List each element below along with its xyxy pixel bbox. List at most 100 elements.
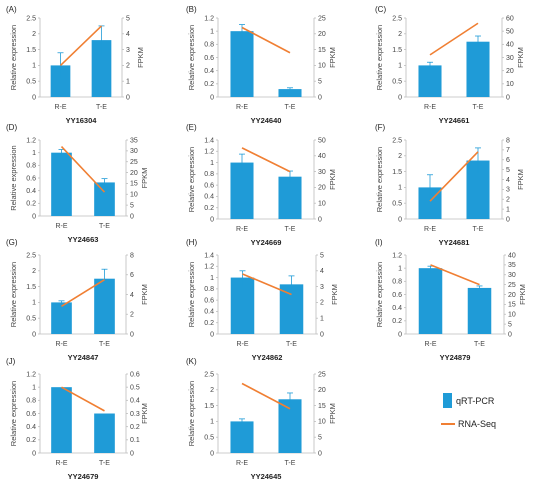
legend: qRT-PCR RNA-Seq bbox=[441, 393, 496, 429]
category-label: R-E bbox=[424, 341, 436, 348]
y2-tick-label: 30 bbox=[318, 169, 326, 176]
y-tick-label: 1.5 bbox=[26, 47, 36, 54]
y-tick-label: 0.2 bbox=[204, 320, 214, 327]
panel-yy16304: (A) 0 0.5 1 1.5 2 2.5 0 1 2 3 4 5 Relative expression… bbox=[6, 5, 145, 125]
panel-letter: (H) bbox=[186, 238, 197, 247]
y-tick-label: 0.4 bbox=[392, 305, 402, 312]
gene-name: YY24645 bbox=[251, 472, 282, 481]
bar-r-e bbox=[230, 31, 254, 98]
y-tick-label: 0 bbox=[398, 94, 402, 101]
y2-tick-label: 6 bbox=[130, 272, 134, 279]
bar-t-e bbox=[466, 41, 490, 97]
y2-tick-label: 40 bbox=[506, 42, 514, 49]
y2-tick-label: 5 bbox=[318, 435, 322, 442]
y-tick-label: 2 bbox=[32, 268, 36, 275]
category-label: T-E bbox=[286, 341, 297, 348]
category-label: T-E bbox=[285, 104, 296, 111]
y-tick-label: 0.6 bbox=[204, 182, 214, 189]
category-label: R-E bbox=[424, 226, 436, 233]
y2-tick-label: 5 bbox=[320, 252, 324, 259]
y-tick-label: 1 bbox=[32, 300, 36, 307]
panel-letter: (D) bbox=[6, 123, 17, 132]
bar-t-e bbox=[467, 287, 492, 334]
bar-t-e bbox=[466, 160, 490, 219]
y-axis-title: Relative expression bbox=[375, 262, 384, 327]
y2-tick-label: 0 bbox=[320, 331, 324, 338]
y2-tick-label: 0.3 bbox=[130, 411, 140, 418]
y2-axis-title: FPKM bbox=[518, 284, 527, 305]
bar-t-e bbox=[94, 182, 115, 216]
rnaseq-line bbox=[61, 386, 105, 412]
y2-tick-label: 5 bbox=[126, 15, 130, 22]
y-tick-label: 0 bbox=[210, 331, 214, 338]
y-axis-title: Relative expression bbox=[187, 262, 196, 327]
y2-tick-label: 5 bbox=[318, 79, 322, 86]
y-tick-label: 1 bbox=[32, 150, 36, 157]
y2-tick-label: 20 bbox=[318, 387, 326, 394]
y2-tick-label: 35 bbox=[130, 137, 138, 144]
bar-r-e bbox=[51, 302, 72, 334]
y-tick-label: 1 bbox=[398, 63, 402, 70]
y-tick-label: 0.6 bbox=[204, 297, 214, 304]
bar-t-e bbox=[94, 413, 115, 453]
y-tick-label: 0.8 bbox=[204, 286, 214, 293]
y-tick-label: 0 bbox=[210, 216, 214, 223]
category-label: T-E bbox=[474, 341, 485, 348]
y-tick-label: 2 bbox=[398, 153, 402, 160]
y-tick-label: 0.8 bbox=[204, 171, 214, 178]
category-label: T-E bbox=[285, 460, 296, 467]
y2-axis-title: FPKM bbox=[328, 47, 337, 68]
y2-tick-label: 10 bbox=[318, 419, 326, 426]
category-label: T-E bbox=[473, 104, 484, 111]
y2-tick-label: 25 bbox=[130, 159, 138, 166]
y-tick-label: 1.2 bbox=[392, 252, 402, 259]
y-tick-label: 0 bbox=[32, 213, 36, 220]
y-tick-label: 0 bbox=[32, 94, 36, 101]
y-axis-title: Relative expression bbox=[375, 25, 384, 90]
y2-tick-label: 10 bbox=[130, 192, 138, 199]
category-label: T-E bbox=[96, 104, 107, 111]
y-tick-label: 1.2 bbox=[26, 137, 36, 144]
y2-tick-label: 10 bbox=[318, 63, 326, 70]
y2-tick-label: 7 bbox=[506, 147, 510, 154]
y-tick-label: 0.5 bbox=[392, 201, 402, 208]
y-tick-label: 0.5 bbox=[204, 435, 214, 442]
y-tick-label: 0 bbox=[398, 216, 402, 223]
y2-tick-label: 8 bbox=[506, 137, 510, 144]
y-tick-label: 2 bbox=[398, 31, 402, 38]
y2-tick-label: 60 bbox=[506, 15, 514, 22]
panel-letter: (K) bbox=[186, 357, 197, 366]
legend-line-label: RNA-Seq bbox=[458, 419, 496, 429]
bar-t-e bbox=[91, 40, 112, 97]
y2-tick-label: 15 bbox=[508, 302, 516, 309]
rnaseq-line bbox=[241, 26, 291, 54]
y-tick-label: 1.2 bbox=[204, 149, 214, 156]
panel-letter: (J) bbox=[6, 357, 16, 366]
y2-tick-label: 0 bbox=[318, 450, 322, 457]
y-tick-label: 0.6 bbox=[204, 55, 214, 62]
rnaseq-line bbox=[429, 151, 479, 202]
y-tick-label: 0.4 bbox=[204, 194, 214, 201]
panel-letter: (A) bbox=[6, 5, 17, 14]
category-label: R-E bbox=[55, 223, 67, 230]
y-tick-label: 1 bbox=[32, 384, 36, 391]
panel-yy24847: (G) 0 0.5 1 1.5 2 2.5 0 2 4 6 8 Relative expression F… bbox=[6, 238, 149, 362]
y-tick-label: 1.4 bbox=[204, 252, 214, 259]
y2-axis-title: FPKM bbox=[516, 47, 525, 68]
y2-axis-title: FPKM bbox=[516, 169, 525, 190]
legend-bar-swatch bbox=[443, 393, 452, 408]
y2-axis-title: FPKM bbox=[136, 47, 145, 68]
y2-tick-label: 0 bbox=[506, 94, 510, 101]
y-tick-label: 1.5 bbox=[204, 403, 214, 410]
y-tick-label: 0 bbox=[32, 331, 36, 338]
category-label: R-E bbox=[236, 104, 248, 111]
y-tick-label: 0.2 bbox=[204, 81, 214, 88]
y-tick-label: 0.2 bbox=[26, 201, 36, 208]
panel-letter: (I) bbox=[375, 238, 383, 247]
y-tick-label: 1.5 bbox=[392, 169, 402, 176]
panel-letter: (B) bbox=[186, 5, 197, 14]
panel-yy24681: (F) 0 0.5 1 1.5 2 2.5 0 1 2 3 4 5 6 7 8 Relative express… bbox=[375, 123, 525, 247]
y-tick-label: 1.2 bbox=[26, 371, 36, 378]
panel-letter: (F) bbox=[375, 123, 386, 132]
